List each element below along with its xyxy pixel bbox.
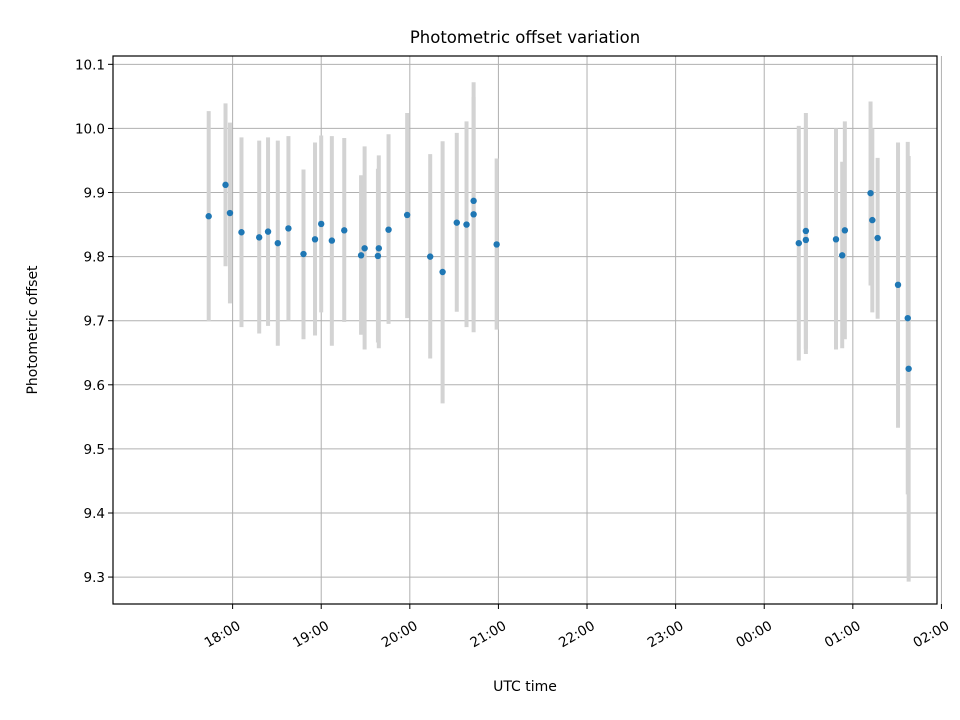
data-point <box>285 225 292 232</box>
data-point <box>493 241 500 248</box>
chart-title: Photometric offset variation <box>410 28 640 47</box>
x-tick-label: 18:00 <box>202 618 244 651</box>
data-point <box>374 252 382 260</box>
y-tick-label: 9.4 <box>84 506 105 522</box>
data-point <box>311 236 319 243</box>
data-point <box>874 234 881 242</box>
y-tick-label: 9.6 <box>84 378 105 394</box>
data-point <box>318 220 325 228</box>
data-point <box>255 234 263 241</box>
data-point <box>357 252 365 259</box>
data-point <box>802 236 810 244</box>
data-point <box>470 211 477 218</box>
y-axis: 9.3 9.4 9.5 9.6 9.7 9.8 9.9 10.0 10.1 <box>75 57 113 586</box>
y-tick-label: 10.1 <box>75 57 105 73</box>
data-point <box>802 227 810 235</box>
data-point <box>385 226 392 233</box>
grid <box>113 56 942 604</box>
data-point <box>869 216 876 224</box>
data-point <box>205 213 212 220</box>
y-tick-label: 9.9 <box>84 186 105 202</box>
data-point <box>832 236 840 243</box>
x-tick-label: 21:00 <box>468 618 510 651</box>
y-tick-label: 9.3 <box>84 570 105 586</box>
data-point <box>300 250 307 258</box>
data-point <box>867 189 874 197</box>
x-axis: 18:00 19:00 20:00 21:00 22:00 23:00 00:00 01:00… <box>202 604 953 651</box>
data-point <box>264 228 272 235</box>
data-point <box>894 281 902 289</box>
data-point <box>453 219 460 226</box>
x-axis-title: UTC time <box>493 679 557 695</box>
x-tick-label: 00:00 <box>733 618 775 651</box>
data-point <box>222 181 229 189</box>
data-point <box>905 365 912 372</box>
y-tick-label: 10.0 <box>75 121 105 137</box>
data-point <box>463 221 470 228</box>
data-point <box>470 197 477 205</box>
data-point <box>904 314 911 322</box>
data-point <box>841 227 849 234</box>
data-point <box>238 229 245 236</box>
x-tick-label: 22:00 <box>556 618 598 651</box>
x-tick-label: 01:00 <box>822 618 864 651</box>
data-point <box>439 268 446 276</box>
x-tick-label: 02:00 <box>911 618 953 651</box>
y-tick-label: 9.7 <box>84 314 105 330</box>
error-bars <box>206 82 911 582</box>
data-point <box>226 209 234 217</box>
data-point <box>328 237 336 244</box>
data-point <box>795 239 802 247</box>
data-point <box>274 239 281 247</box>
data-point <box>361 245 368 252</box>
plot-frame <box>112 55 938 605</box>
data-point <box>403 211 411 219</box>
x-tick-label: 23:00 <box>645 618 687 651</box>
y-axis-title: Photometric offset <box>25 265 41 395</box>
data-point <box>375 245 383 252</box>
data-point <box>341 227 348 234</box>
data-point <box>838 252 846 259</box>
data-points <box>205 181 912 372</box>
data-point <box>426 253 434 260</box>
y-tick-label: 9.8 <box>84 250 105 266</box>
x-tick-label: 20:00 <box>379 618 421 651</box>
y-tick-label: 9.5 <box>84 442 105 458</box>
x-tick-label: 19:00 <box>290 618 332 651</box>
